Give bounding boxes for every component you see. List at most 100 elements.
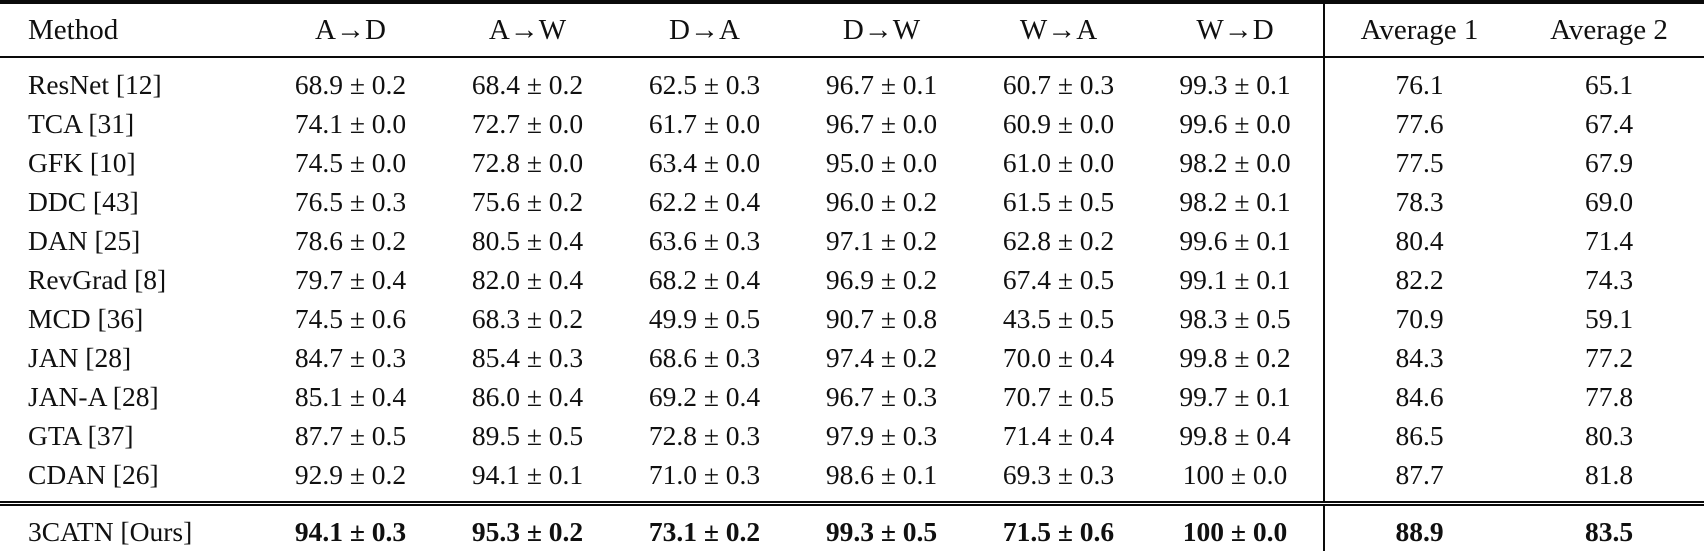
- value-cell: 49.9 ± 0.5: [648, 302, 761, 334]
- method-name: RevGrad [8]: [28, 263, 167, 295]
- value-cell: 71.4 ± 0.4: [1002, 419, 1115, 451]
- column-header-average-2: Average 2: [1514, 2, 1704, 58]
- value-cell: 96.0 ± 0.2: [825, 185, 938, 217]
- value-cell: 68.9 ± 0.2: [294, 68, 407, 100]
- method-name: JAN-A [28]: [28, 380, 159, 412]
- value-cell: 78.3: [1323, 182, 1514, 221]
- method-name: DDC [43]: [28, 185, 139, 217]
- value-cell: 90.7 ± 0.8: [825, 302, 938, 334]
- value-cell: 81.8: [1584, 458, 1634, 490]
- value-cell: 69.0: [1584, 185, 1634, 217]
- value-cell: 98.3 ± 0.5: [1179, 302, 1291, 334]
- value-cell: 98.2 ± 0.0: [1179, 146, 1291, 178]
- value-cell: 96.7 ± 0.3: [825, 380, 938, 412]
- value-cell: 67.4 ± 0.5: [1002, 263, 1115, 295]
- value-cell: 80.3: [1584, 419, 1634, 451]
- value-cell: 97.9 ± 0.3: [825, 419, 938, 451]
- method-name: JAN [28]: [28, 341, 132, 373]
- value-cell: 68.4 ± 0.2: [471, 68, 584, 100]
- value-cell: 74.3: [1584, 263, 1634, 295]
- value-cell: 99.8 ± 0.2: [1179, 341, 1291, 373]
- value-cell: 86.5: [1323, 416, 1514, 455]
- table-row: ResNet [12] 68.9 ± 0.2 68.4 ± 0.2 62.5 ± 0.…: [0, 57, 1704, 104]
- table-row: MCD [36] 74.5 ± 0.6 68.3 ± 0.2 49.9 ± 0.5 90…: [0, 299, 1704, 338]
- table-row: GFK [10] 74.5 ± 0.0 72.8 ± 0.0 63.4 ± 0.0 95…: [0, 143, 1704, 182]
- column-header-w-d: W→D: [1147, 2, 1324, 58]
- value-cell: 63.4 ± 0.0: [648, 146, 761, 178]
- value-cell: 87.7: [1323, 455, 1514, 504]
- column-header-method: Method: [0, 2, 262, 58]
- value-cell: 80.5 ± 0.4: [471, 224, 584, 256]
- value-cell: 89.5 ± 0.5: [471, 419, 584, 451]
- value-cell: 94.1 ± 0.3: [262, 501, 439, 551]
- table-row: CDAN [26] 92.9 ± 0.2 94.1 ± 0.1 71.0 ± 0.3 9…: [0, 455, 1704, 504]
- value-cell: 99.3 ± 0.5: [793, 501, 970, 551]
- column-header-a-w: A→W: [439, 2, 616, 58]
- value-cell: 72.8 ± 0.3: [648, 419, 761, 451]
- header-row: Method A→D A→W D→A D→W W→A W→D Average 1 Average…: [0, 2, 1704, 58]
- value-cell: 68.6 ± 0.3: [648, 341, 761, 373]
- column-header-d-a: D→A: [616, 2, 793, 58]
- value-cell: 84.7 ± 0.3: [294, 341, 407, 373]
- value-cell: 73.1 ± 0.2: [616, 501, 793, 551]
- value-cell: 85.1 ± 0.4: [294, 380, 407, 412]
- table-header: Method A→D A→W D→A D→W W→A W→D Average 1 Average…: [0, 2, 1704, 58]
- value-cell: 77.2: [1584, 341, 1634, 373]
- value-cell: 62.5 ± 0.3: [648, 68, 761, 100]
- value-cell: 98.6 ± 0.1: [825, 458, 938, 490]
- value-cell: 97.4 ± 0.2: [825, 341, 938, 373]
- value-cell: 99.3 ± 0.1: [1179, 68, 1291, 100]
- value-cell: 70.9: [1323, 299, 1514, 338]
- value-cell: 100 ± 0.0: [1182, 458, 1288, 490]
- value-cell: 95.0 ± 0.0: [825, 146, 938, 178]
- value-cell: 71.5 ± 0.6: [970, 501, 1147, 551]
- value-cell: 77.8: [1584, 380, 1634, 412]
- value-cell: 71.4: [1584, 224, 1634, 256]
- value-cell: 67.4: [1584, 107, 1634, 139]
- value-cell: 70.0 ± 0.4: [1002, 341, 1115, 373]
- value-cell: 75.6 ± 0.2: [471, 185, 584, 217]
- value-cell: 60.7 ± 0.3: [1002, 68, 1115, 100]
- value-cell: 68.3 ± 0.2: [471, 302, 584, 334]
- column-header-w-a: W→A: [970, 2, 1147, 58]
- value-cell: 68.2 ± 0.4: [648, 263, 761, 295]
- method-name: GTA [37]: [28, 419, 134, 451]
- value-cell: 99.1 ± 0.1: [1179, 263, 1291, 295]
- value-cell: 79.7 ± 0.4: [294, 263, 407, 295]
- value-cell: 97.1 ± 0.2: [825, 224, 938, 256]
- value-cell: 69.3 ± 0.3: [1002, 458, 1115, 490]
- table-row: DDC [43] 76.5 ± 0.3 75.6 ± 0.2 62.2 ± 0.4 96…: [0, 182, 1704, 221]
- method-name: ResNet [12]: [28, 68, 162, 100]
- column-header-a-d: A→D: [262, 2, 439, 58]
- value-cell: 78.6 ± 0.2: [294, 224, 407, 256]
- value-cell: 77.6: [1323, 104, 1514, 143]
- table-row: GTA [37] 87.7 ± 0.5 89.5 ± 0.5 72.8 ± 0.3 97…: [0, 416, 1704, 455]
- value-cell: 87.7 ± 0.5: [294, 419, 407, 451]
- value-cell: 94.1 ± 0.1: [471, 458, 584, 490]
- value-cell: 62.8 ± 0.2: [1002, 224, 1115, 256]
- value-cell: 96.7 ± 0.0: [825, 107, 938, 139]
- table-row: TCA [31] 74.1 ± 0.0 72.7 ± 0.0 61.7 ± 0.0 96…: [0, 104, 1704, 143]
- value-cell: 74.1 ± 0.0: [294, 107, 407, 139]
- value-cell: 72.7 ± 0.0: [471, 107, 584, 139]
- value-cell: 100 ± 0.0: [1147, 501, 1324, 551]
- table-row: DAN [25] 78.6 ± 0.2 80.5 ± 0.4 63.6 ± 0.3 97…: [0, 221, 1704, 260]
- value-cell: 61.0 ± 0.0: [1002, 146, 1115, 178]
- value-cell: 99.6 ± 0.0: [1179, 107, 1291, 139]
- method-name: 3CATN [Ours]: [0, 501, 262, 551]
- value-cell: 83.5: [1514, 501, 1704, 551]
- value-cell: 82.2: [1323, 260, 1514, 299]
- value-cell: 67.9: [1584, 146, 1634, 178]
- value-cell: 65.1: [1584, 68, 1634, 100]
- column-header-d-w: D→W: [793, 2, 970, 58]
- value-cell: 96.9 ± 0.2: [825, 263, 938, 295]
- value-cell: 61.5 ± 0.5: [1002, 185, 1115, 217]
- value-cell: 76.5 ± 0.3: [294, 185, 407, 217]
- value-cell: 60.9 ± 0.0: [1002, 107, 1115, 139]
- value-cell: 76.1: [1323, 57, 1514, 104]
- value-cell: 63.6 ± 0.3: [648, 224, 761, 256]
- value-cell: 99.8 ± 0.4: [1179, 419, 1291, 451]
- value-cell: 98.2 ± 0.1: [1179, 185, 1291, 217]
- value-cell: 69.2 ± 0.4: [648, 380, 761, 412]
- value-cell: 85.4 ± 0.3: [471, 341, 584, 373]
